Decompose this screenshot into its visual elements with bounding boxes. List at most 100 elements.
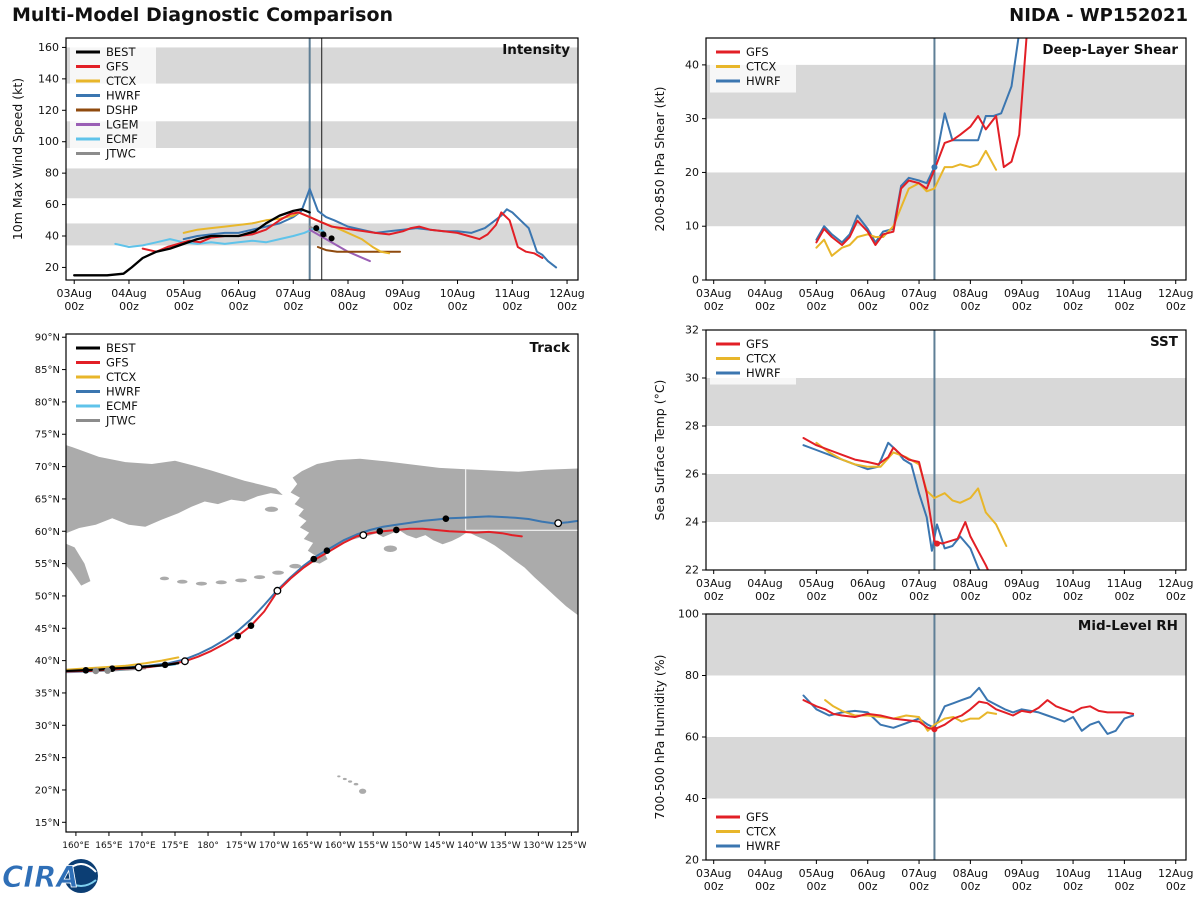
legend-label-best: BEST bbox=[106, 341, 136, 355]
tick-label: 03Aug bbox=[696, 867, 731, 880]
series-ecmf-line bbox=[114, 227, 325, 248]
landmass bbox=[66, 543, 91, 586]
series-gfs-line bbox=[141, 211, 544, 259]
tick-label: 30 bbox=[685, 372, 699, 385]
island bbox=[383, 545, 397, 552]
legend-label-gfs: GFS bbox=[106, 60, 129, 74]
series-ctcx-line bbox=[815, 149, 998, 257]
tick-label: 06Aug bbox=[850, 577, 885, 590]
island bbox=[195, 581, 208, 586]
data-marker bbox=[328, 235, 335, 242]
data-marker bbox=[931, 164, 938, 171]
tick-label: 10Aug bbox=[440, 287, 475, 300]
tick-label: 05Aug bbox=[799, 287, 834, 300]
legend-label-gfs: GFS bbox=[746, 45, 769, 59]
y-axis-label: 700-500 hPa Humidity (%) bbox=[652, 654, 667, 819]
tick-label: 00z bbox=[448, 300, 468, 313]
tick-label: 00z bbox=[229, 300, 249, 313]
tick-label: 03Aug bbox=[56, 287, 91, 300]
tick-label: 85°N bbox=[35, 365, 60, 376]
tick-label: 00z bbox=[1012, 300, 1032, 313]
legend-label-jtwc: JTWC bbox=[105, 147, 136, 161]
tick-label: 175°W bbox=[226, 841, 257, 851]
page-title: Multi-Model Diagnostic Comparison bbox=[12, 4, 394, 26]
tick-label: 135°W bbox=[490, 841, 521, 851]
tick-label: 00z bbox=[119, 300, 139, 313]
tick-label: 08Aug bbox=[953, 577, 988, 590]
tick-label: 00z bbox=[1063, 880, 1083, 893]
shaded-band bbox=[706, 172, 1186, 227]
legend-label-hwrf: HWRF bbox=[746, 366, 781, 380]
shear-chart: 01020304003Aug00z04Aug00z05Aug00z06Aug00… bbox=[652, 37, 1193, 313]
position-fix-marker bbox=[376, 527, 384, 535]
series-best-line bbox=[73, 208, 311, 277]
tick-label: 35°N bbox=[35, 688, 60, 699]
tick-label: 00z bbox=[960, 300, 980, 313]
tick-label: 28 bbox=[685, 420, 699, 433]
tick-label: 00z bbox=[1063, 300, 1083, 313]
tick-label: 07Aug bbox=[901, 287, 936, 300]
series-group bbox=[73, 187, 558, 277]
position-fix-marker bbox=[234, 632, 242, 640]
tick-label: 07Aug bbox=[901, 577, 936, 590]
tick-label: 60°N bbox=[35, 527, 60, 538]
tick-label: 00z bbox=[1063, 590, 1083, 603]
tick-label: 65°N bbox=[35, 494, 60, 505]
tick-label: 05Aug bbox=[799, 867, 834, 880]
tick-label: 00z bbox=[502, 300, 522, 313]
plot-frame bbox=[705, 37, 1187, 281]
position-fix-marker bbox=[273, 586, 282, 595]
plot-frame bbox=[65, 37, 579, 281]
y-axis-label: 10m Max Wind Speed (kt) bbox=[10, 78, 25, 240]
tick-label: 155°W bbox=[358, 841, 389, 851]
tick-label: 30°N bbox=[35, 721, 60, 732]
island bbox=[235, 578, 248, 583]
legend-label-best: BEST bbox=[106, 45, 136, 59]
position-fix-marker bbox=[92, 667, 100, 675]
y-axis-label: 200-850 hPa Shear (kt) bbox=[652, 87, 667, 232]
tick-label: 00z bbox=[704, 880, 724, 893]
tick-label: 00z bbox=[806, 880, 826, 893]
tick-label: 05Aug bbox=[799, 577, 834, 590]
tick-label: 00z bbox=[338, 300, 358, 313]
island bbox=[353, 782, 359, 786]
cira-logo: CIRA bbox=[0, 852, 104, 900]
tick-label: 00z bbox=[557, 300, 577, 313]
tick-label: 00z bbox=[909, 880, 929, 893]
track-gfs-line bbox=[66, 527, 523, 673]
tick-label: 170°W bbox=[259, 841, 290, 851]
tick-label: 160 bbox=[38, 41, 59, 54]
series-gfs-line bbox=[815, 38, 1028, 246]
tick-label: 80°N bbox=[35, 397, 60, 408]
cira-logo-graphic: CIRA bbox=[2, 859, 98, 894]
category-bands bbox=[706, 378, 1186, 522]
tick-label: 10Aug bbox=[1055, 287, 1090, 300]
tick-label: 12Aug bbox=[1158, 867, 1193, 880]
y-axis-label: Sea Surface Temp (°C) bbox=[652, 380, 667, 521]
tick-label: 00z bbox=[755, 590, 775, 603]
tick-label: 75°N bbox=[35, 430, 60, 441]
legend-label-ctcx: CTCX bbox=[746, 60, 776, 74]
tick-label: 70°N bbox=[35, 462, 60, 473]
tick-label: 60 bbox=[685, 731, 699, 744]
tick-label: 06Aug bbox=[850, 867, 885, 880]
tick-label: 55°N bbox=[35, 559, 60, 570]
tick-label: 40 bbox=[45, 230, 59, 243]
legend-label-ctcx: CTCX bbox=[106, 370, 136, 384]
tick-label: 20 bbox=[45, 261, 59, 274]
logo-wave-arc-icon bbox=[65, 879, 97, 887]
tick-label: 165°W bbox=[292, 841, 323, 851]
position-fix-marker bbox=[393, 526, 400, 534]
tick-label: 80 bbox=[685, 669, 699, 682]
data-marker bbox=[931, 726, 938, 733]
legend-label-ctcx: CTCX bbox=[746, 825, 776, 839]
tick-label: 140°W bbox=[457, 841, 488, 851]
panel-title: Track bbox=[530, 340, 571, 356]
tick-label: 25°N bbox=[35, 753, 60, 764]
legend-bg bbox=[70, 41, 156, 165]
legend-label-hwrf: HWRF bbox=[106, 89, 141, 103]
landmass bbox=[66, 445, 283, 534]
tick-label: 07Aug bbox=[901, 867, 936, 880]
